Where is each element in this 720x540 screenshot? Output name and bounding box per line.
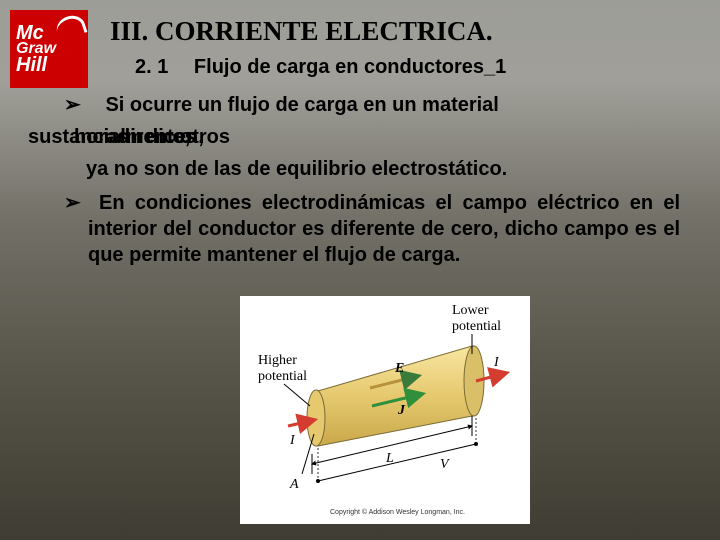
bullet-icon: ➢ [64,192,81,214]
slide: Mc Graw Hill III. CORRIENTE ELECTRICA. 2… [0,0,720,540]
bullet-2-text: En condiciones electrodinámicas el campo… [88,192,680,266]
label-I-right: I [493,355,500,370]
figure-cylinder: Higher potential Lower potential E⃗ J⃗ I… [240,296,530,524]
label-lower2: potential [452,319,501,334]
bullet-1-line2: ya no son de las de equilibrio electrost… [86,156,680,182]
logo-swoosh-icon [56,16,84,36]
publisher-logo: Mc Graw Hill [10,10,88,88]
jumble-e: otros [180,124,230,150]
slide-subtitle: 2. 1 Flujo de carga en conductores_1 [135,56,506,79]
subtitle-text: Flujo de carga en conductores_1 [194,56,506,78]
label-higher2: potential [258,369,307,384]
subtitle-number: 2. 1 [135,56,168,78]
label-E: E⃗ [394,361,415,376]
logo-line-3: Hill [16,56,47,74]
bullet-1-jumble-line: sustancialmente, horas diremos dicen, ot… [28,124,680,150]
slide-title: III. CORRIENTE ELECTRICA. [110,16,493,47]
label-A: A [289,477,299,492]
label-V: V [440,457,450,472]
figure-copyright: Copyright © Addison Wesley Longman, Inc. [330,508,465,516]
bullet-1-line1: Si ocurre un flujo de carga en un materi… [105,94,498,116]
content-area: ➢ Si ocurre un flujo de carga en un mate… [40,92,680,274]
label-higher: Higher [258,353,297,368]
label-lower: Lower [452,303,489,318]
label-I-left: I [289,433,296,448]
label-J: J⃗ [397,403,416,418]
label-L: L [385,451,394,466]
bullet-1: ➢ Si ocurre un flujo de carga en un mate… [40,92,680,118]
bullet-2: ➢ En condiciones electrodinámicas el cam… [40,190,680,268]
bullet-icon: ➢ [64,94,81,116]
